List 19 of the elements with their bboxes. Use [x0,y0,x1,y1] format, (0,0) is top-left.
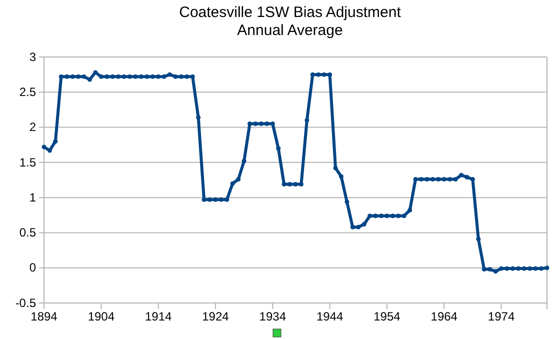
x-tick-label: 1964 [430,310,458,324]
x-tick-label: 1954 [374,310,401,324]
y-tick-label: 0.5 [19,226,36,240]
y-tick-label: 2 [29,120,36,134]
y-tick-label: 0 [29,260,36,275]
y-tick-label: 2.5 [19,84,36,99]
x-tick-label: 1914 [144,310,172,324]
chart-subtitle: Annual Average [237,22,343,39]
x-tick-label: 1894 [30,310,58,324]
y-tick-label: 3 [29,50,36,64]
x-tick-label: 1974 [488,310,515,324]
y-tick-label: 1.5 [19,155,36,170]
x-tick-label: 1934 [259,310,286,324]
y-tick-label: 1 [29,190,36,204]
x-tick-label: 1944 [316,310,344,324]
y-tick-label: -0.5 [15,296,36,310]
x-tick-label: 1904 [88,310,115,324]
chart-title: Coatesville 1SW Bias Adjustment [179,4,402,21]
x-tick-label: 1924 [202,310,230,324]
